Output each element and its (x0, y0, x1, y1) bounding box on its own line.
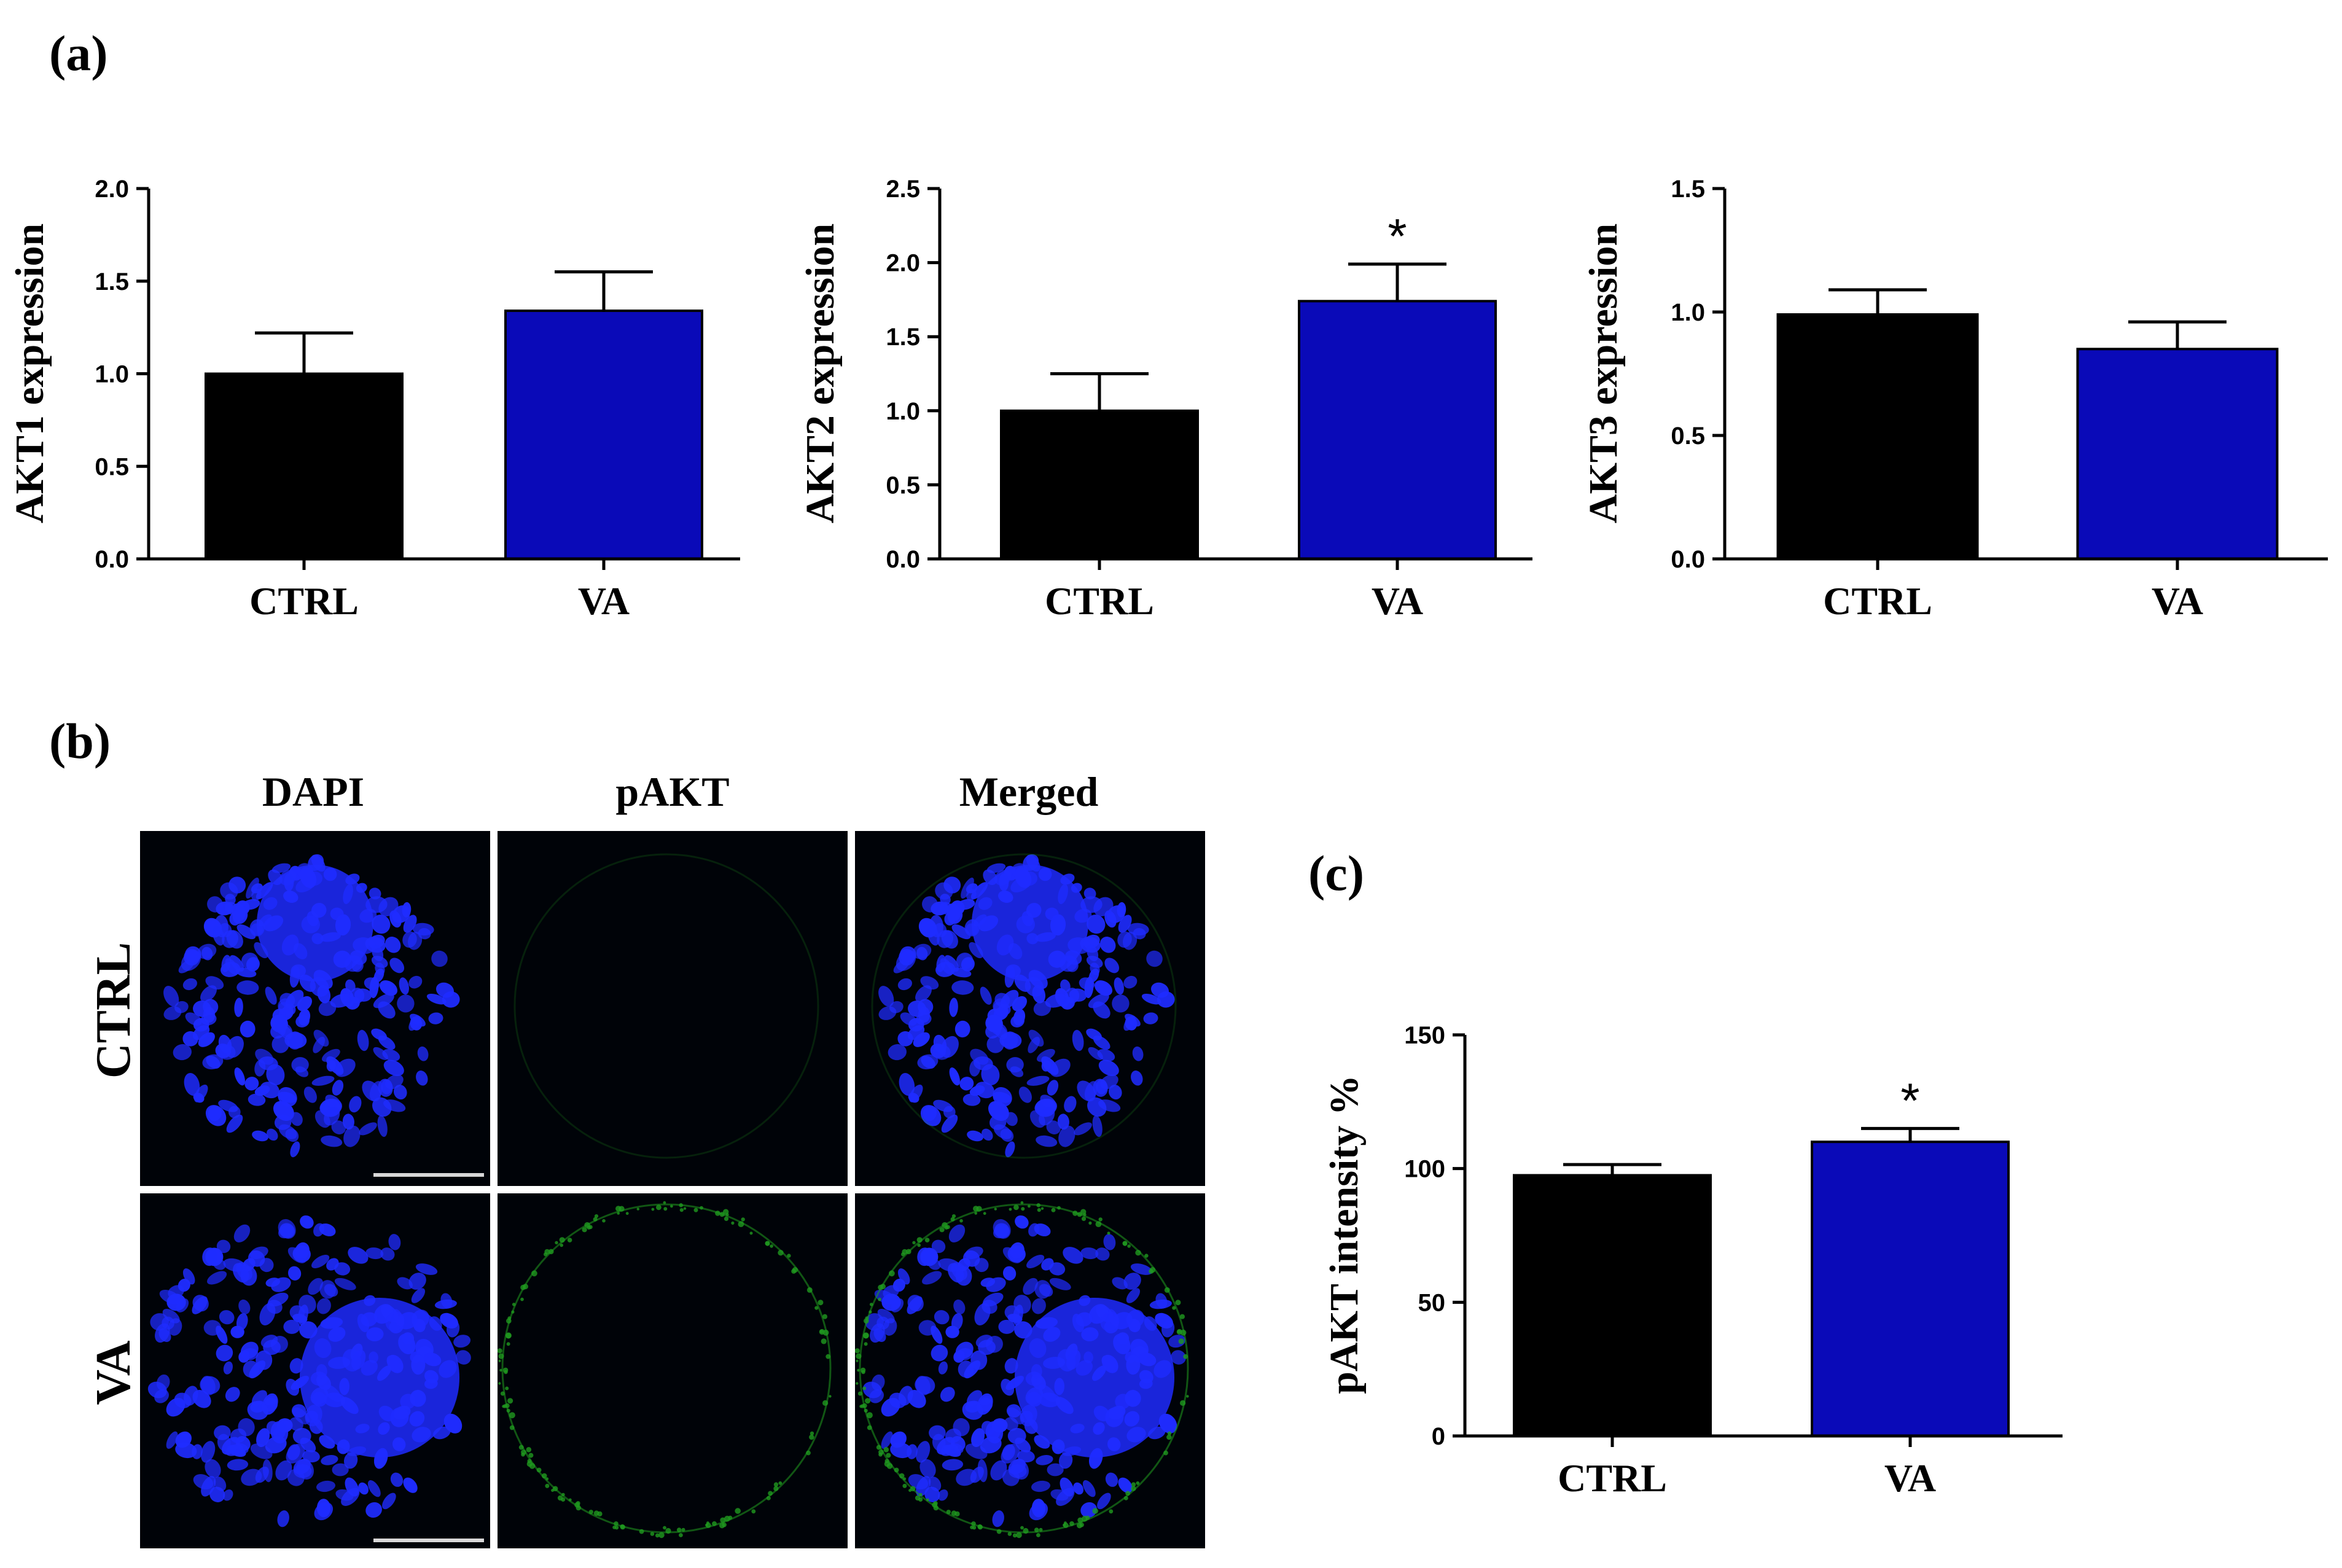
pakt-ytick-label: 50 (1418, 1289, 1446, 1316)
dapi-nuclei (147, 1215, 471, 1527)
akt3-ytick-label: 1.0 (1671, 299, 1705, 326)
pakt-ytick-label: 150 (1404, 1022, 1445, 1049)
micro-row-ctrl: CTRL (87, 942, 141, 1079)
akt2-ytick-label: 1.0 (886, 398, 920, 425)
micro-va-pakt (498, 1193, 848, 1548)
akt2-ytick-label: 2.0 (886, 250, 920, 277)
micro-ctrl-pakt (498, 831, 848, 1186)
pakt-xtick-label: VA (1884, 1456, 1936, 1500)
akt2-ytick-label: 2.5 (886, 176, 920, 203)
micro-va-merged (855, 1193, 1205, 1548)
micro-ctrl-merged (855, 831, 1205, 1186)
pakt-xtick-label: CTRL (1558, 1456, 1667, 1500)
akt1-ylabel: AKT1 expression (7, 224, 52, 523)
akt1-ytick-label: 1.5 (95, 268, 129, 295)
akt1-bar-va (504, 309, 703, 560)
micro-col-merged: Merged (959, 768, 1099, 815)
dapi-nuclei (878, 854, 1175, 1158)
akt3-bar-ctrl (1776, 313, 1979, 561)
scale-bar (373, 1539, 484, 1542)
pakt-ytick-label: 0 (1432, 1423, 1445, 1450)
pakt-bar-ctrl (1513, 1174, 1712, 1438)
micro-col-pakt: pAKT (615, 768, 730, 815)
micro-col-dapi: DAPI (262, 768, 365, 815)
akt3-xtick-label: VA (2152, 579, 2203, 623)
akt1-ytick-label: 0.0 (95, 546, 129, 573)
akt1-xtick-label: VA (578, 579, 630, 623)
pakt-signal (871, 853, 1177, 1159)
pakt-signal (513, 853, 819, 1159)
pakt-signal (855, 1201, 1189, 1539)
akt1-ytick-label: 1.0 (95, 361, 129, 388)
pakt-bar-va (1811, 1141, 2010, 1437)
micro-row-va: VA (87, 1340, 141, 1405)
micro-ctrl-dapi (140, 831, 490, 1186)
akt3-ytick-label: 0.5 (1671, 423, 1705, 450)
dapi-nuclei (862, 1215, 1186, 1527)
akt3-ylabel: AKT3 expression (1581, 224, 1626, 523)
akt2-ytick-label: 1.5 (886, 324, 920, 351)
akt2-bar-ctrl (1000, 409, 1199, 560)
akt2-ytick-label: 0.5 (886, 472, 920, 499)
scale-bar (373, 1173, 484, 1177)
panel-label-c: (c) (1308, 845, 1365, 901)
akt1-ytick-label: 0.5 (95, 453, 129, 480)
pakt-ylabel: pAKT intensity % (1322, 1075, 1367, 1394)
akt1-xtick-label: CTRL (249, 579, 359, 623)
akt2-xtick-label: VA (1372, 579, 1423, 623)
akt1-bar-ctrl (205, 372, 404, 560)
panel-label-a: (a) (49, 25, 108, 81)
akt3-bar-va (2076, 348, 2279, 560)
akt2-ytick-label: 0.0 (886, 546, 920, 573)
pakt-ytick-label: 100 (1404, 1156, 1445, 1183)
micro-va-dapi (140, 1193, 490, 1548)
akt2-bar-va (1298, 300, 1497, 560)
pakt-significance-va: * (1900, 1073, 1919, 1128)
panel-label-b: (b) (49, 713, 111, 769)
pakt-signal (498, 1201, 832, 1539)
akt3-xtick-label: CTRL (1823, 579, 1932, 623)
dapi-nuclei (163, 854, 460, 1158)
akt3-ytick-label: 0.0 (1671, 546, 1705, 573)
akt2-xtick-label: CTRL (1045, 579, 1154, 623)
akt2-ylabel: AKT2 expression (798, 224, 843, 523)
akt2-significance-va: * (1388, 209, 1407, 263)
akt3-ytick-label: 1.5 (1671, 176, 1705, 203)
akt1-ytick-label: 2.0 (95, 176, 129, 203)
